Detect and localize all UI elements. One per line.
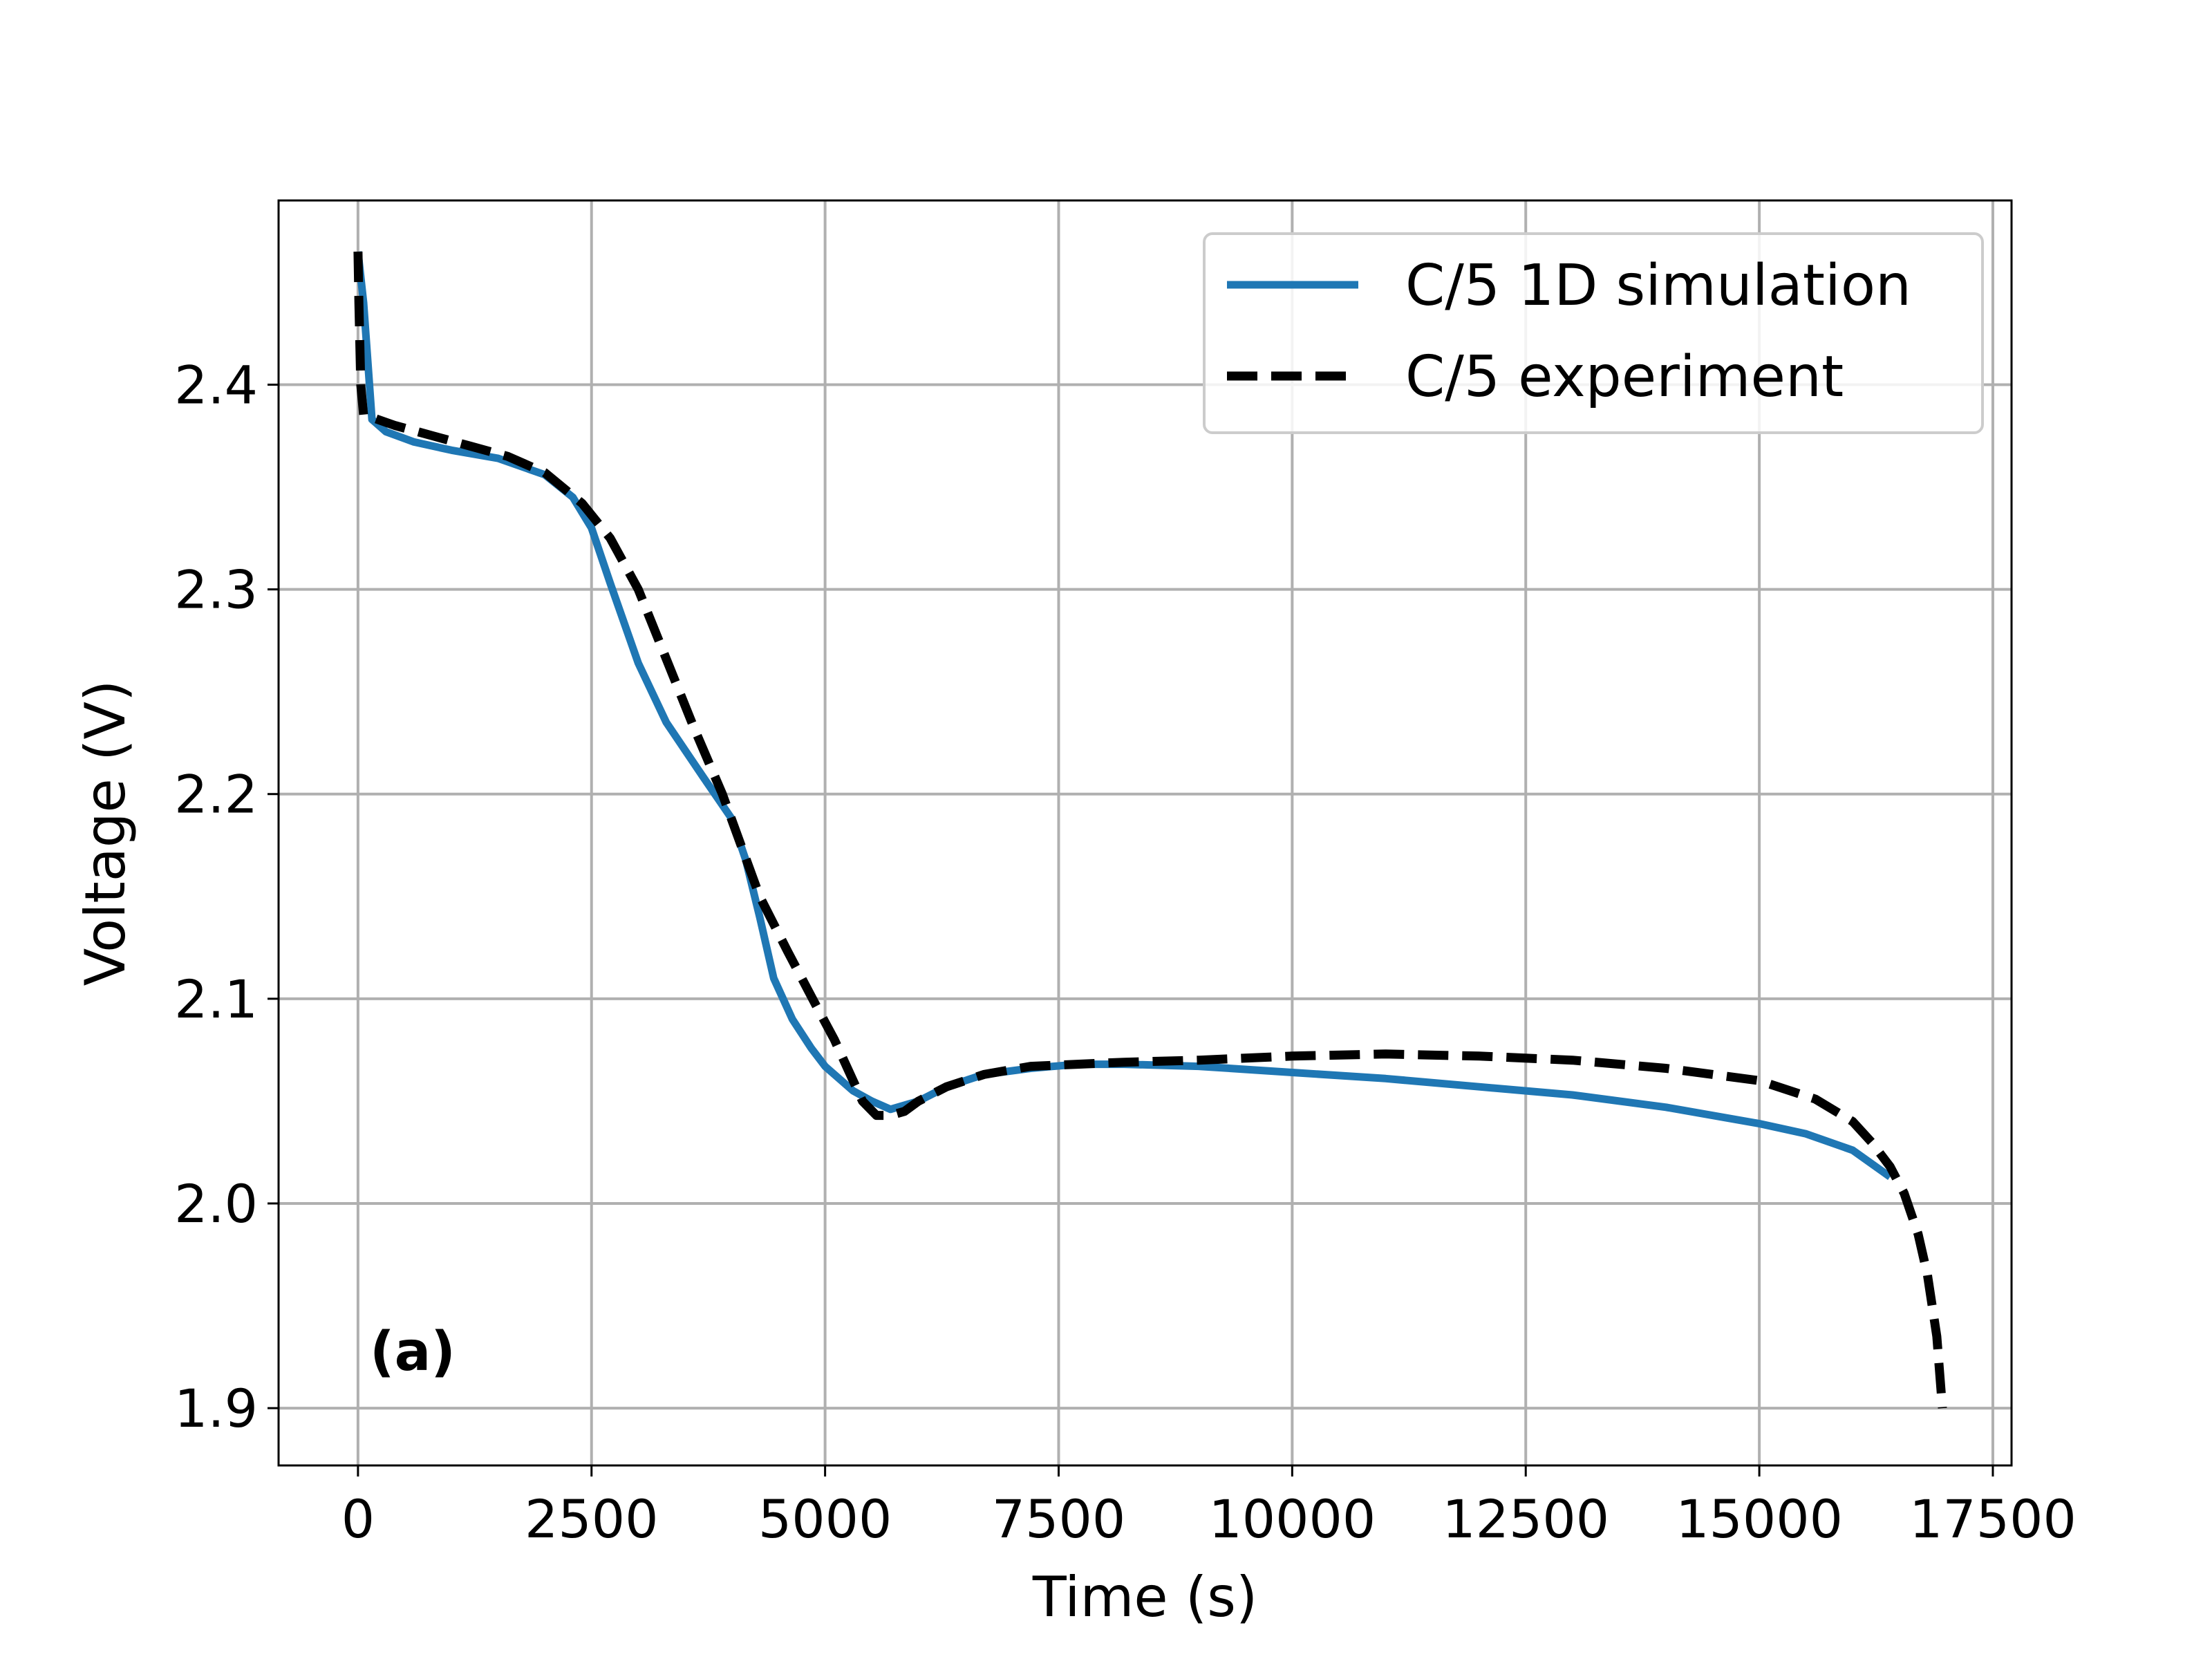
y-tick-label: 1.9 [174, 1378, 258, 1439]
x-tick-label: 17500 [1909, 1488, 2077, 1550]
legend: C/5 1D simulation C/5 experiment [1203, 232, 1984, 434]
axis-ticks: 0 2500 5000 7500 10000 12500 15000 17500 1.9 2.0 2… [174, 355, 2077, 1550]
x-tick-label: 5000 [758, 1488, 892, 1550]
y-tick-label: 2.2 [174, 764, 258, 825]
y-tick-label: 2.0 [174, 1173, 258, 1235]
y-tick-label: 2.4 [174, 355, 258, 416]
data-series [353, 251, 1947, 1409]
y-axis-label: Voltage (V) [73, 680, 138, 986]
x-axis-label: Time (s) [1032, 1565, 1257, 1629]
plot-frame [277, 199, 2013, 1467]
x-tick-label: 15000 [1676, 1488, 1843, 1550]
y-tick-label: 2.3 [174, 559, 258, 621]
x-tick-label: 2500 [525, 1488, 658, 1550]
x-tick-label: 10000 [1208, 1488, 1376, 1550]
x-tick-label: 7500 [992, 1488, 1125, 1550]
legend-box [1203, 232, 1984, 434]
grid-lines [279, 200, 2012, 1465]
panel-label: (a) [370, 1321, 456, 1383]
series-line-experiment [353, 251, 1947, 1409]
legend-label-simulation: C/5 1D simulation [1405, 253, 1911, 319]
x-tick-label: 12500 [1442, 1488, 1609, 1550]
x-tick-label: 0 [341, 1488, 375, 1550]
y-tick-label: 2.1 [174, 968, 258, 1030]
legend-label-experiment: C/5 experiment [1405, 344, 1844, 410]
